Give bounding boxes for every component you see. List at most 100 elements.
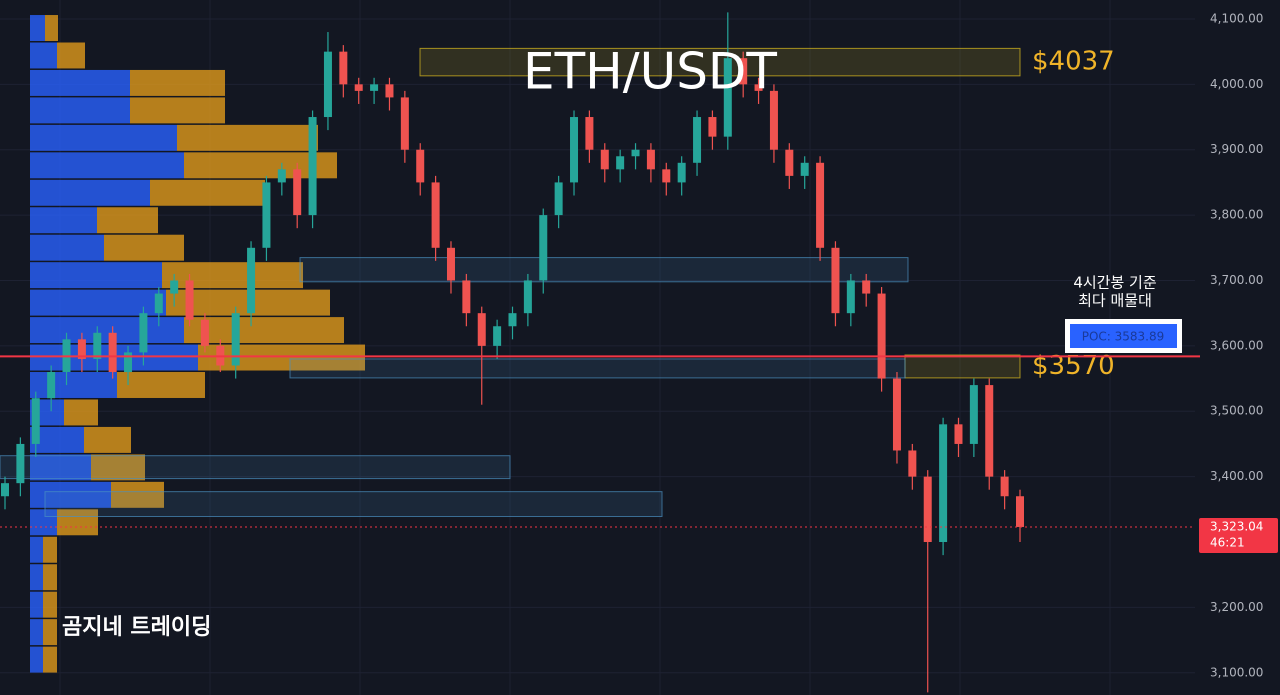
candle-body xyxy=(339,51,348,85)
candle-body xyxy=(616,156,625,170)
zones xyxy=(0,47,1021,518)
profile-sell xyxy=(104,234,184,261)
candle-body xyxy=(431,182,440,248)
candle-body xyxy=(370,84,379,91)
candle-body xyxy=(508,313,517,327)
candle-body xyxy=(277,169,286,183)
profile-sell xyxy=(130,69,225,96)
zone xyxy=(904,354,1021,379)
profile-buy xyxy=(30,97,130,124)
profile-buy xyxy=(30,564,43,591)
profile-sell xyxy=(117,372,205,398)
candle-body xyxy=(416,149,425,183)
profile-buy xyxy=(30,69,130,96)
candle-body xyxy=(723,58,732,137)
profile-sell xyxy=(43,536,57,563)
candle-body xyxy=(323,51,332,118)
profile-sell xyxy=(130,97,225,124)
last-price-tag xyxy=(1199,517,1278,553)
candle-body xyxy=(93,332,102,359)
candle-body xyxy=(908,450,917,477)
candle-body xyxy=(892,378,901,451)
candle-body xyxy=(816,162,825,248)
candle-body xyxy=(477,313,486,346)
y-tick-label: 3,500.00 xyxy=(1210,404,1263,418)
poc-box xyxy=(1070,324,1177,348)
candle-body xyxy=(185,280,194,320)
candle-body xyxy=(693,117,702,163)
candle-body xyxy=(385,84,394,98)
candle-body xyxy=(539,215,548,281)
candle-body xyxy=(600,149,609,170)
candle-body xyxy=(354,84,363,91)
candle-body xyxy=(493,326,502,346)
candle-body xyxy=(846,280,855,314)
profile-buy xyxy=(30,42,57,69)
profile-buy xyxy=(30,509,57,536)
profile-sell xyxy=(111,481,164,508)
profile-buy xyxy=(30,317,184,344)
candle-body xyxy=(308,117,317,216)
volume-profile xyxy=(30,15,365,673)
candle-body xyxy=(969,385,978,444)
candle-body xyxy=(154,293,163,314)
profile-sell xyxy=(198,344,365,371)
y-tick-label: 3,200.00 xyxy=(1210,600,1263,614)
y-tick-label: 4,000.00 xyxy=(1210,77,1263,91)
profile-buy xyxy=(30,179,150,206)
profile-buy xyxy=(30,536,43,563)
y-tick-label: 3,800.00 xyxy=(1210,208,1263,222)
candle-body xyxy=(231,313,240,366)
candle-body xyxy=(400,97,409,150)
profile-buy xyxy=(30,591,43,618)
candle-body xyxy=(662,169,671,183)
candles xyxy=(1,12,1024,693)
y-tick-label: 3,100.00 xyxy=(1210,665,1263,679)
candle-body xyxy=(462,280,471,314)
zone xyxy=(419,47,1021,77)
candle-body xyxy=(108,332,117,373)
y-tick-label: 3,700.00 xyxy=(1210,273,1263,287)
candle-body xyxy=(16,443,25,484)
y-tick-label: 3,600.00 xyxy=(1210,338,1263,352)
candle-body xyxy=(800,162,809,176)
candle-body xyxy=(954,424,963,444)
watermark: 곰지네 트레이딩 xyxy=(62,615,211,640)
candle-body xyxy=(262,182,271,248)
profile-sell xyxy=(177,124,318,151)
candle-body xyxy=(862,280,871,294)
chart-title: ETH/USDT xyxy=(523,43,777,101)
candle-body xyxy=(31,398,40,444)
candle-body xyxy=(124,352,133,373)
profile-buy xyxy=(30,207,97,234)
candle-body xyxy=(585,117,594,150)
candle-body xyxy=(677,162,686,183)
profile-buy xyxy=(30,481,111,508)
zone-label: $4037 xyxy=(1032,47,1115,77)
candle-body xyxy=(985,385,994,477)
candle-body xyxy=(1016,496,1024,527)
profile-sell xyxy=(43,591,57,618)
profile-buy xyxy=(30,619,43,646)
zone xyxy=(44,491,663,518)
profile-buy xyxy=(30,15,45,41)
candle-body xyxy=(631,149,640,157)
note-line: 최다 매물대 xyxy=(1078,292,1152,310)
candle-body xyxy=(139,313,148,353)
candle-body xyxy=(769,90,778,150)
last-price-label: 3,323.04 xyxy=(1210,519,1263,533)
candle-body xyxy=(200,319,209,346)
profile-buy xyxy=(30,289,166,316)
profile-sell xyxy=(43,564,57,591)
profile-buy xyxy=(30,124,177,151)
zone xyxy=(289,358,906,379)
candle-body xyxy=(1,483,9,497)
candle-body xyxy=(754,84,763,91)
profile-buy xyxy=(30,372,117,398)
profile-sell xyxy=(84,426,131,453)
profile-sell xyxy=(184,317,344,344)
profile-sell xyxy=(162,262,303,289)
y-tick-label: 3,900.00 xyxy=(1210,142,1263,156)
candle-body xyxy=(247,247,256,314)
